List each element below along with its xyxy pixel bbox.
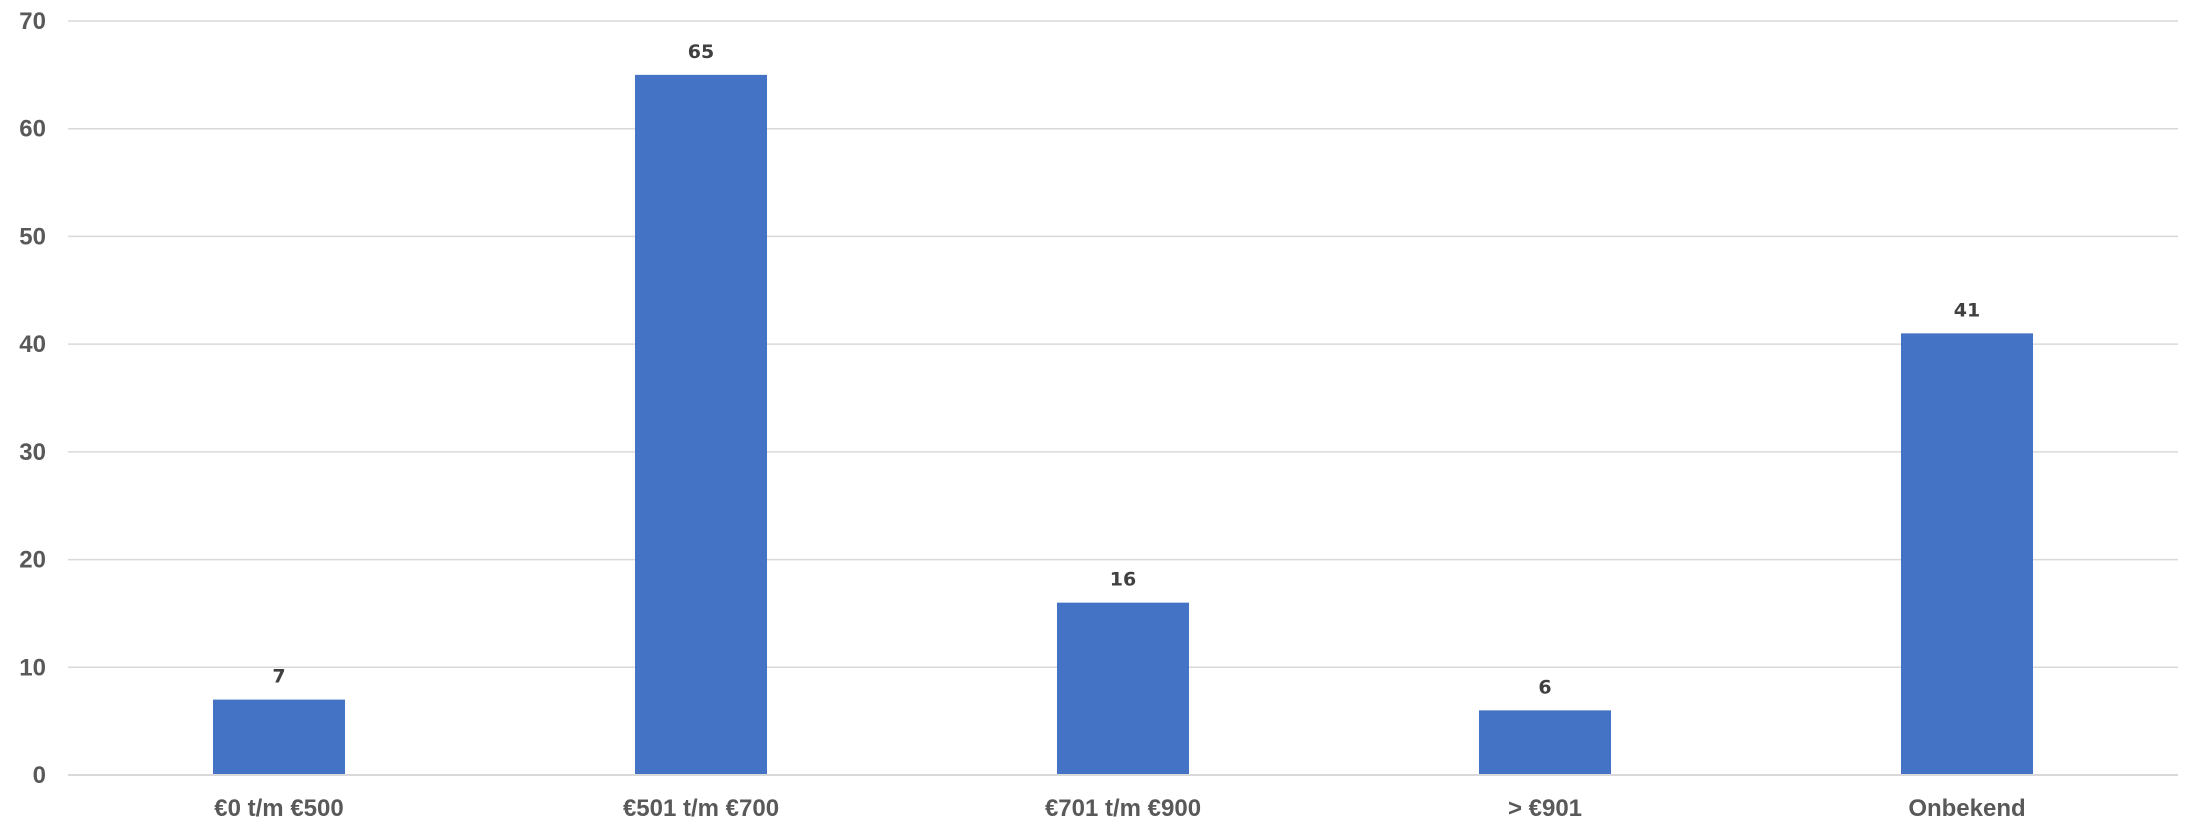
y-tick-label: 40 [19,331,46,358]
y-tick-label: 50 [19,223,46,250]
data-label: 7 [272,666,285,688]
data-labels: 7 65 16 6 41 [272,41,1980,699]
x-axis-categories: €0 t/m €500 €501 t/m €700 €701 t/m €900 > €… [214,795,2025,822]
y-tick-label: 60 [19,116,46,143]
y-tick-label: 0 [33,762,46,789]
data-label: 6 [1538,676,1551,698]
x-category-label: €701 t/m €900 [1045,795,1201,822]
x-category-label: €0 t/m €500 [214,795,343,822]
gridlines [68,20,2178,669]
data-label: 65 [688,41,714,63]
data-label: 16 [1110,569,1136,591]
x-category-label: > €901 [1508,795,1582,822]
x-category-label: Onbekend [1908,795,2025,822]
x-category-label: €501 t/m €700 [623,795,779,822]
bar [1901,333,2033,775]
bar [1057,602,1189,775]
y-tick-label: 20 [19,547,46,574]
y-axis-ticks: 0 10 20 30 40 50 60 70 [19,8,46,789]
bar [213,699,345,775]
y-tick-label: 30 [19,439,46,466]
y-tick-label: 10 [19,654,46,681]
bar [1479,710,1611,775]
bars [213,74,2033,776]
bar [635,74,767,776]
data-label: 41 [1954,299,1980,321]
y-tick-label: 70 [19,8,46,35]
